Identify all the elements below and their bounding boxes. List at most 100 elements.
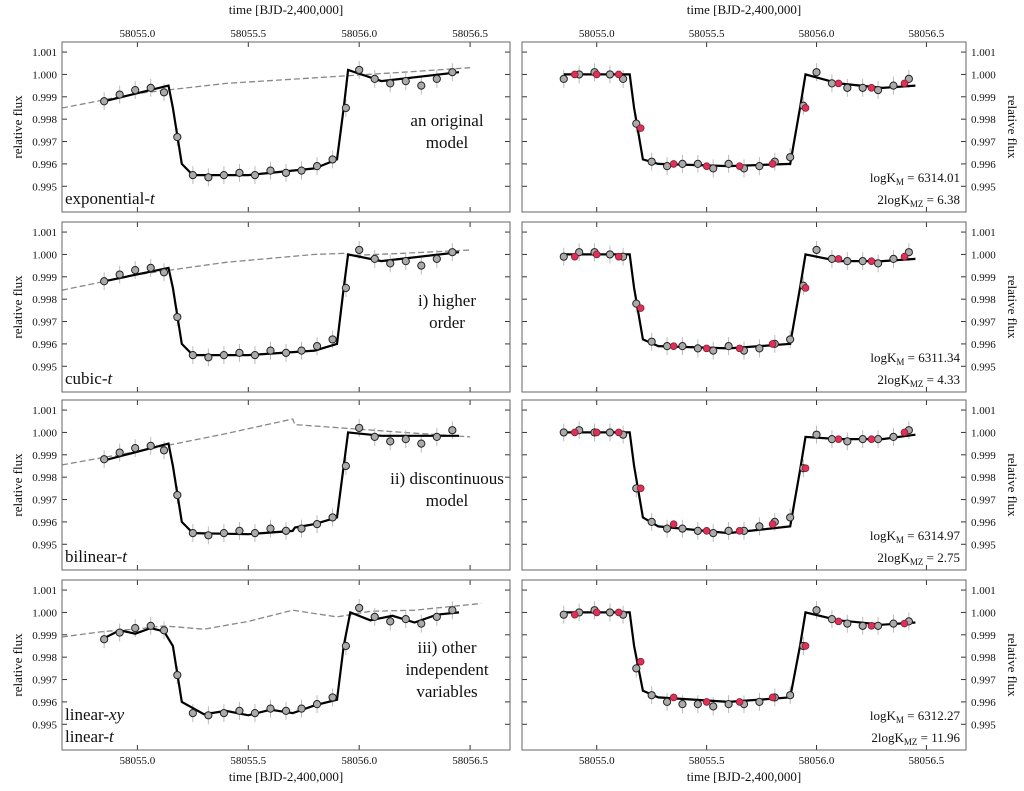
y-tick-label: 0.996 xyxy=(971,339,996,351)
data-point xyxy=(100,635,109,644)
data-point xyxy=(647,337,656,346)
data-point xyxy=(235,706,244,715)
annotation: variables xyxy=(416,682,477,701)
trend-line xyxy=(62,602,482,638)
data-point xyxy=(812,606,821,615)
data-point xyxy=(448,606,457,615)
binned-point xyxy=(834,79,843,88)
data-point xyxy=(173,312,182,322)
data-point xyxy=(204,353,213,362)
y-tick-label: 1.001 xyxy=(971,227,996,239)
data-point xyxy=(328,155,337,164)
stat-label: logKM = 6314.01 xyxy=(870,170,960,187)
data-point xyxy=(401,615,410,624)
data-point xyxy=(281,348,291,357)
stat-sub: MZ xyxy=(910,557,924,567)
binned-point xyxy=(570,610,579,619)
model-label: exponential-t xyxy=(65,189,156,208)
trend-line xyxy=(62,249,471,291)
data-point xyxy=(873,621,883,630)
binned-point xyxy=(614,252,623,261)
binned-point xyxy=(735,698,744,706)
y-tick-label: 0.995 xyxy=(971,539,996,551)
y-tick-label: 0.996 xyxy=(971,159,996,171)
data-point xyxy=(812,430,821,439)
y-tick-label: 0.997 xyxy=(32,495,57,507)
binned-point xyxy=(834,435,843,443)
data-point xyxy=(647,691,656,700)
model-label: cubic-t xyxy=(65,369,113,388)
stat-base: logK xyxy=(870,528,897,543)
panel: 0.995 0.996 0.997 0.998 0.999 1.000 1.001 58055… xyxy=(521,2,1020,213)
y-tick-label: 0.997 xyxy=(971,137,996,149)
data-point xyxy=(662,162,672,171)
binned-point xyxy=(636,124,645,132)
model-label-var: t xyxy=(109,727,115,746)
binned-point xyxy=(702,527,711,535)
x-tick-label: 58055.5 xyxy=(230,755,266,767)
y-axis-label: relative flux xyxy=(10,275,25,339)
binned-point xyxy=(570,428,579,437)
stat-rest: = 6.38 xyxy=(923,192,960,207)
data-point xyxy=(724,342,733,351)
stat-label: logKM = 6314.97 xyxy=(870,528,961,545)
data-point xyxy=(605,70,615,79)
data-point xyxy=(281,168,291,177)
panel: 0.995 0.996 0.997 0.998 0.999 1.000 1.001 relat… xyxy=(521,399,1020,571)
data-point xyxy=(328,513,337,522)
y-tick-label: 0.995 xyxy=(971,719,996,731)
stat-rest: = 6314.97 xyxy=(904,528,961,543)
x-axis-label: time [BJD-2,400,000] xyxy=(229,769,343,784)
data-point xyxy=(827,615,837,624)
x-tick-label: 58056.5 xyxy=(909,28,945,40)
data-point xyxy=(873,435,883,444)
x-tick-label: 58056.5 xyxy=(452,28,488,40)
data-point xyxy=(312,162,322,171)
data-point xyxy=(159,626,169,635)
data-point xyxy=(647,157,656,166)
data-point xyxy=(432,254,441,264)
x-axis-label: time [BJD-2,400,000] xyxy=(687,2,801,17)
binned-point xyxy=(702,698,711,706)
data-point xyxy=(250,528,260,538)
y-tick-label: 0.996 xyxy=(32,517,57,529)
binned-point xyxy=(900,79,909,88)
x-tick-label: 58055.5 xyxy=(689,28,725,40)
data-point xyxy=(432,612,441,622)
data-point xyxy=(235,168,244,177)
stat-base: 2logK xyxy=(877,372,910,387)
binned-point xyxy=(768,160,777,168)
data-point xyxy=(250,350,260,360)
data-point xyxy=(889,254,898,264)
data-point xyxy=(858,435,867,444)
y-tick-label: 1.001 xyxy=(971,405,996,417)
binned-point xyxy=(867,257,876,265)
y-tick-label: 0.999 xyxy=(971,92,996,104)
data-point xyxy=(355,423,364,433)
data-point xyxy=(235,526,244,535)
binned-point xyxy=(735,162,744,170)
data-point xyxy=(448,68,457,77)
x-tick-label: 58055.0 xyxy=(579,755,615,767)
plot-area xyxy=(62,61,471,187)
data-point xyxy=(858,83,867,92)
stat-base: 2logK xyxy=(877,550,910,565)
data-point xyxy=(370,74,379,84)
data-point xyxy=(386,437,395,446)
binned-point xyxy=(570,252,579,261)
plot-area xyxy=(559,241,916,360)
x-axis-label: time [BJD-2,400,000] xyxy=(229,2,343,17)
data-point xyxy=(312,700,322,709)
data-point xyxy=(188,170,197,180)
y-tick-label: 1.001 xyxy=(32,227,57,239)
panel-frame xyxy=(521,41,967,213)
y-tick-label: 0.996 xyxy=(971,697,996,709)
model-label-var: t xyxy=(150,189,156,208)
data-point xyxy=(297,704,306,713)
data-point xyxy=(724,526,733,535)
data-point xyxy=(328,693,337,702)
binned-point xyxy=(867,622,876,630)
data-point xyxy=(843,437,852,446)
data-point xyxy=(724,700,733,709)
binned-point xyxy=(636,657,645,666)
